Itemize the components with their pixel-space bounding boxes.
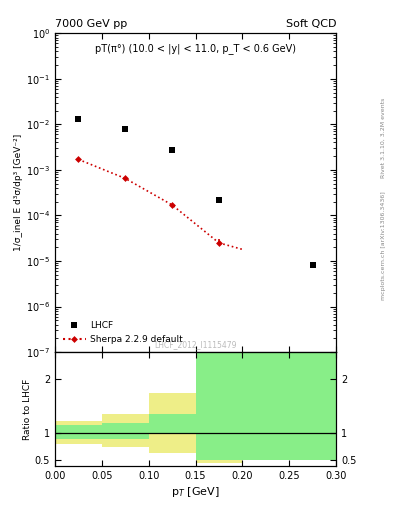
Text: Rivet 3.1.10, 3.2M events: Rivet 3.1.10, 3.2M events [381,98,386,178]
Legend: LHCF, Sherpa 2.2.9 default: LHCF, Sherpa 2.2.9 default [59,318,187,348]
Text: mcplots.cern.ch [arXiv:1306.3436]: mcplots.cern.ch [arXiv:1306.3436] [381,191,386,300]
Text: pT(π°) (10.0 < |y| < 11.0, p_T < 0.6 GeV): pT(π°) (10.0 < |y| < 11.0, p_T < 0.6 GeV… [95,43,296,54]
Text: 7000 GeV pp: 7000 GeV pp [55,18,127,29]
Text: Soft QCD: Soft QCD [286,18,336,29]
Text: LHCF_2012_I1115479: LHCF_2012_I1115479 [154,340,237,349]
X-axis label: p$_T$ [GeV]: p$_T$ [GeV] [171,485,220,499]
Y-axis label: 1/σ_inel E d³σ/dp³ [GeV⁻²]: 1/σ_inel E d³σ/dp³ [GeV⁻²] [14,134,23,251]
Y-axis label: Ratio to LHCF: Ratio to LHCF [23,378,32,440]
